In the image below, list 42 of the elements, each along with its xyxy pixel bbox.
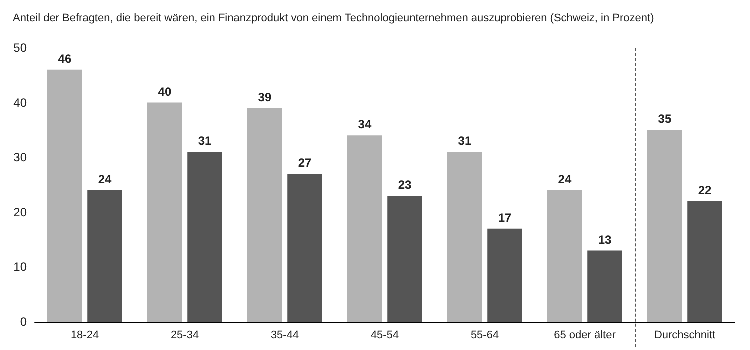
bar [148,102,182,322]
data-label: 13 [598,232,612,247]
data-label: 46 [58,52,72,66]
data-label: 23 [398,178,412,192]
data-label: 24 [98,172,112,186]
data-label: 34 [358,118,372,132]
y-tick-label: 40 [14,96,28,110]
y-tick-label: 50 [14,41,28,55]
bar [188,152,222,322]
y-tick-label: 0 [20,315,28,329]
bar [448,152,482,322]
x-tick-label: 45-54 [370,330,400,342]
data-label: 31 [458,134,472,148]
bar [348,136,382,322]
bar [48,70,82,322]
data-label: 31 [198,134,212,148]
data-label: 17 [498,210,512,225]
bar [88,190,122,322]
bar [588,250,622,322]
bar [248,108,282,322]
x-tick-label: 35-44 [270,330,300,342]
x-tick-label: 25-34 [170,330,200,342]
y-tick-label: 30 [14,150,28,165]
data-label: 35 [658,112,672,126]
x-tick-label: 55-64 [470,330,500,342]
y-tick-label: 10 [14,260,28,274]
data-label: 27 [298,156,312,170]
data-label: 40 [158,84,172,99]
data-label: 24 [558,172,572,186]
chart-title: Anteil der Befragten, die bereit wären, ein Finanzprodukt von einem Technologieunternehmen auszuprobieren (Schweiz, in Prozent) [13,12,654,24]
bar [288,174,322,322]
x-tick-label: 65 oder älter [554,330,616,342]
bar [488,228,522,322]
data-label: 22 [698,183,712,198]
bar [388,196,422,322]
bar [648,130,682,322]
x-tick-label: 18-24 [70,330,100,342]
bar [548,190,582,322]
x-tick-label: Durchschnitt [654,330,716,342]
y-tick-label: 20 [14,205,28,220]
data-label: 39 [258,90,272,104]
bar [688,201,722,322]
